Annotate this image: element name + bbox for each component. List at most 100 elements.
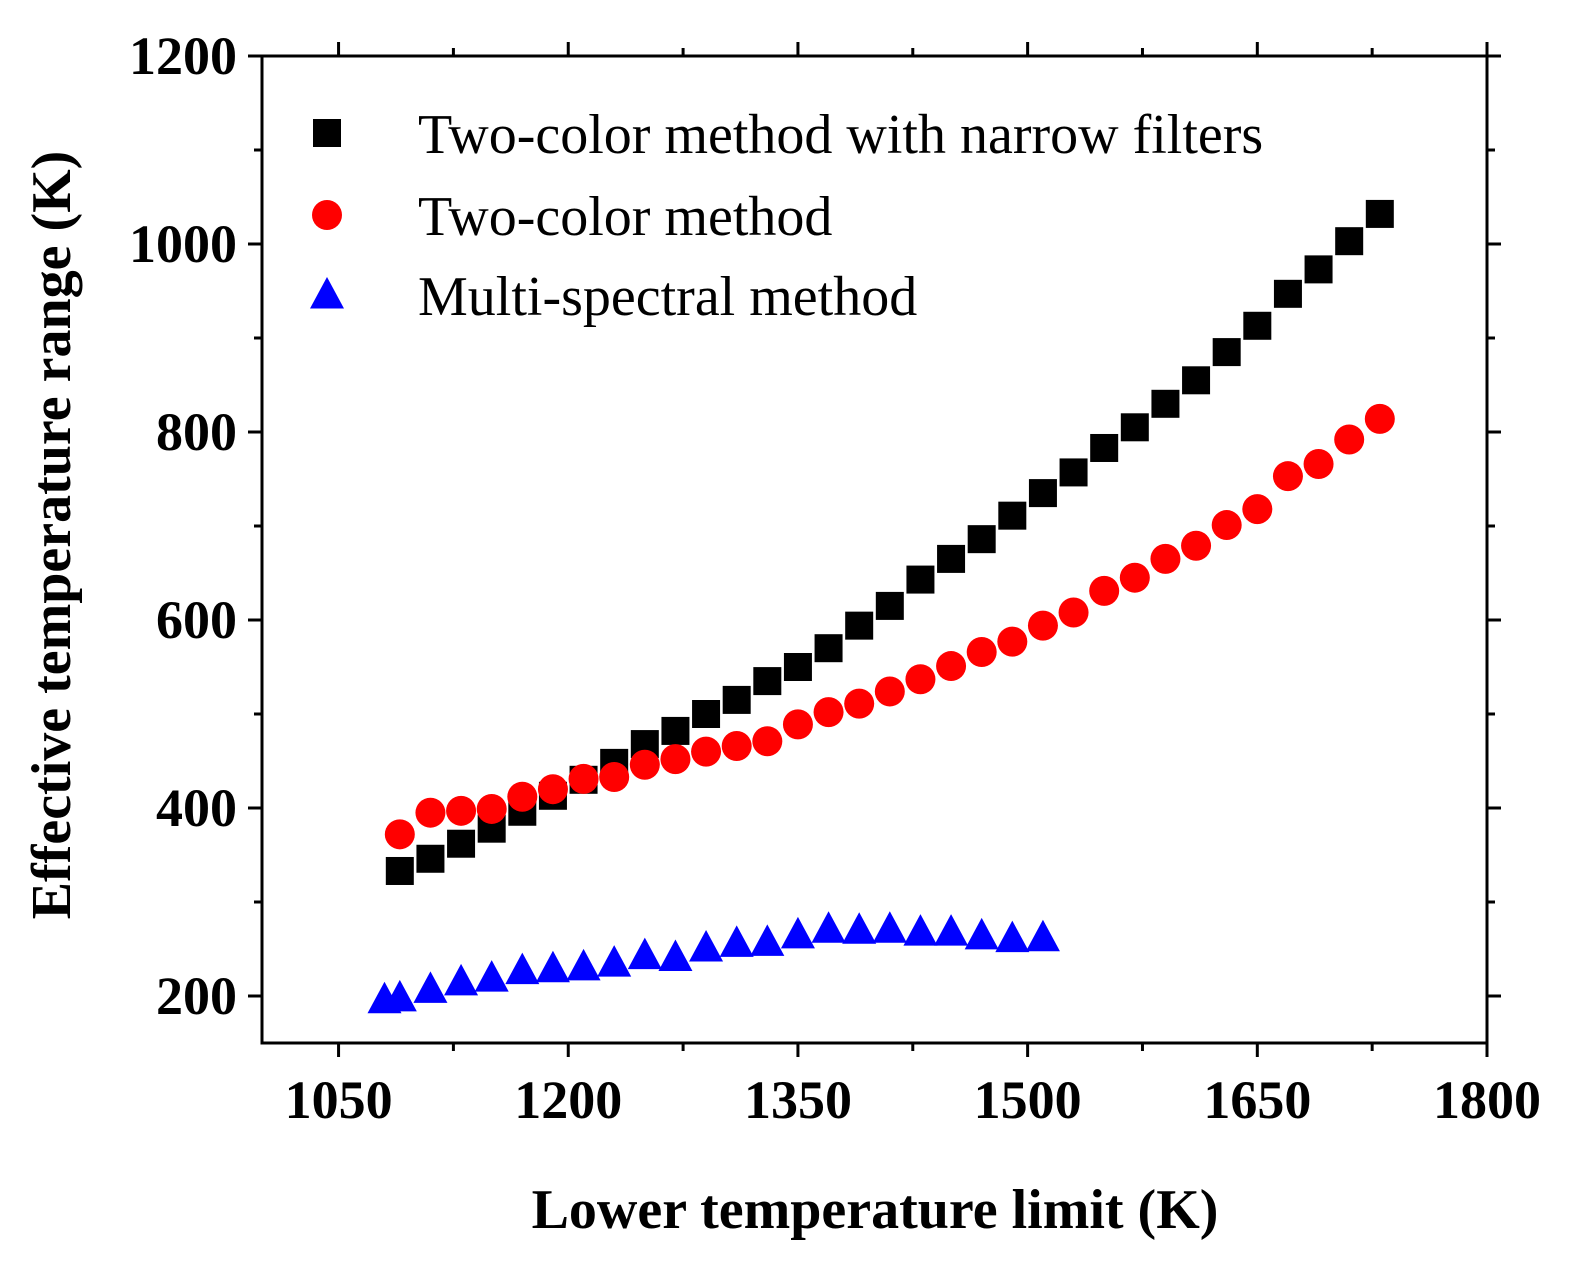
x-axis-title: Lower temperature limit (K) (532, 1179, 1219, 1241)
circle-point (1272, 461, 1303, 492)
x-tick-label: 1800 (1433, 1070, 1541, 1130)
circle-point (415, 797, 446, 828)
circle-point (1181, 530, 1212, 561)
square-point (416, 844, 445, 873)
y-tick-label: 600 (156, 590, 237, 650)
square-point (814, 634, 843, 663)
legend: Two-color method with narrow filters Two-… (310, 104, 1263, 328)
triangle-point (597, 945, 632, 977)
square-point (998, 501, 1027, 530)
axes-frame (260, 54, 1489, 1045)
triangle-point (627, 937, 662, 970)
square-point (385, 856, 414, 885)
circle-point (844, 688, 875, 719)
legend-label: Two-color method with narrow filters (418, 104, 1263, 166)
square-point (692, 700, 721, 728)
circle-point (813, 697, 844, 728)
square-point (875, 591, 904, 620)
circle-point (997, 626, 1028, 657)
y-tick-label: 400 (156, 778, 237, 838)
triangle-point (750, 924, 785, 956)
triangle-point (842, 912, 877, 944)
square-point (1365, 199, 1394, 228)
series-triangle (367, 911, 1060, 1014)
triangle-point (474, 960, 509, 992)
circle-point (1089, 575, 1120, 606)
y-tick-label: 1200 (129, 26, 237, 86)
circle-point (782, 709, 813, 740)
square-point (1335, 227, 1364, 256)
square-point (753, 667, 782, 696)
series-circle (384, 403, 1395, 850)
circle-point (1364, 403, 1395, 434)
square-point (1212, 338, 1241, 367)
triangle-point (995, 920, 1030, 953)
circle-point (691, 736, 722, 767)
square-point (722, 685, 751, 714)
triangle-point (934, 914, 969, 946)
square-point (1090, 433, 1119, 462)
circle-point (1211, 510, 1242, 541)
circle-point (1058, 597, 1089, 628)
triangle-point (566, 948, 601, 981)
circle-point (599, 761, 630, 792)
circle-point (476, 793, 507, 824)
triangle-point (872, 911, 907, 943)
triangle-point (719, 925, 754, 957)
legend-triangle-symbol (310, 277, 344, 309)
circle-point (446, 795, 477, 826)
x-tick-label: 1050 (285, 1070, 393, 1130)
y-tick-label: 1000 (129, 214, 237, 274)
square-point (1059, 458, 1088, 487)
legend-label: Multi-spectral method (418, 266, 917, 328)
axis-ticks (248, 42, 1501, 1057)
circle-point (660, 744, 691, 775)
square-point (1120, 413, 1149, 442)
circle-point (629, 749, 660, 780)
square-point (447, 829, 476, 858)
legend-label: Two-color method (418, 186, 832, 248)
triangle-point (964, 917, 999, 950)
square-point (937, 544, 966, 573)
triangle-point (1025, 919, 1060, 952)
triangle-point (444, 963, 479, 996)
circle-point (1334, 424, 1365, 455)
y-axis-title: Effective temperature range (K) (21, 151, 83, 920)
circle-point (936, 651, 967, 682)
data-markers (367, 199, 1395, 1014)
triangle-point (811, 911, 846, 943)
circle-point (752, 726, 783, 757)
triangle-point (413, 971, 448, 1003)
tick-labels: 1050 1200 1350 1500 1650 1800 200 400 600 800 1000… (129, 26, 1541, 1130)
triangle-point (382, 979, 417, 1012)
y-tick-label: 800 (156, 402, 237, 462)
square-point (1304, 255, 1333, 284)
circle-point (384, 819, 415, 850)
legend-item: Two-color method (312, 186, 832, 248)
legend-item: Two-color method with narrow filters (313, 104, 1263, 166)
circle-point (1303, 448, 1334, 479)
circle-point (1242, 494, 1273, 525)
square-point (1182, 366, 1211, 395)
circle-point (568, 763, 599, 794)
square-point (1151, 389, 1180, 418)
square-point (661, 716, 690, 745)
circle-point (507, 781, 538, 812)
legend-square-symbol (313, 119, 341, 147)
triangle-point (535, 950, 570, 983)
square-point (1028, 479, 1057, 508)
circle-point (1027, 610, 1058, 641)
triangle-point (689, 930, 724, 962)
circle-point (1119, 562, 1150, 593)
triangle-point (505, 952, 540, 985)
circle-point (537, 774, 568, 805)
y-tick-label: 200 (156, 966, 237, 1026)
circle-point (966, 636, 997, 667)
square-point (967, 525, 996, 554)
x-tick-label: 1650 (1203, 1070, 1311, 1130)
circle-point (1150, 543, 1181, 574)
square-point (1243, 311, 1272, 340)
square-point (845, 611, 874, 640)
square-point (1273, 279, 1302, 308)
circle-point (721, 730, 752, 761)
